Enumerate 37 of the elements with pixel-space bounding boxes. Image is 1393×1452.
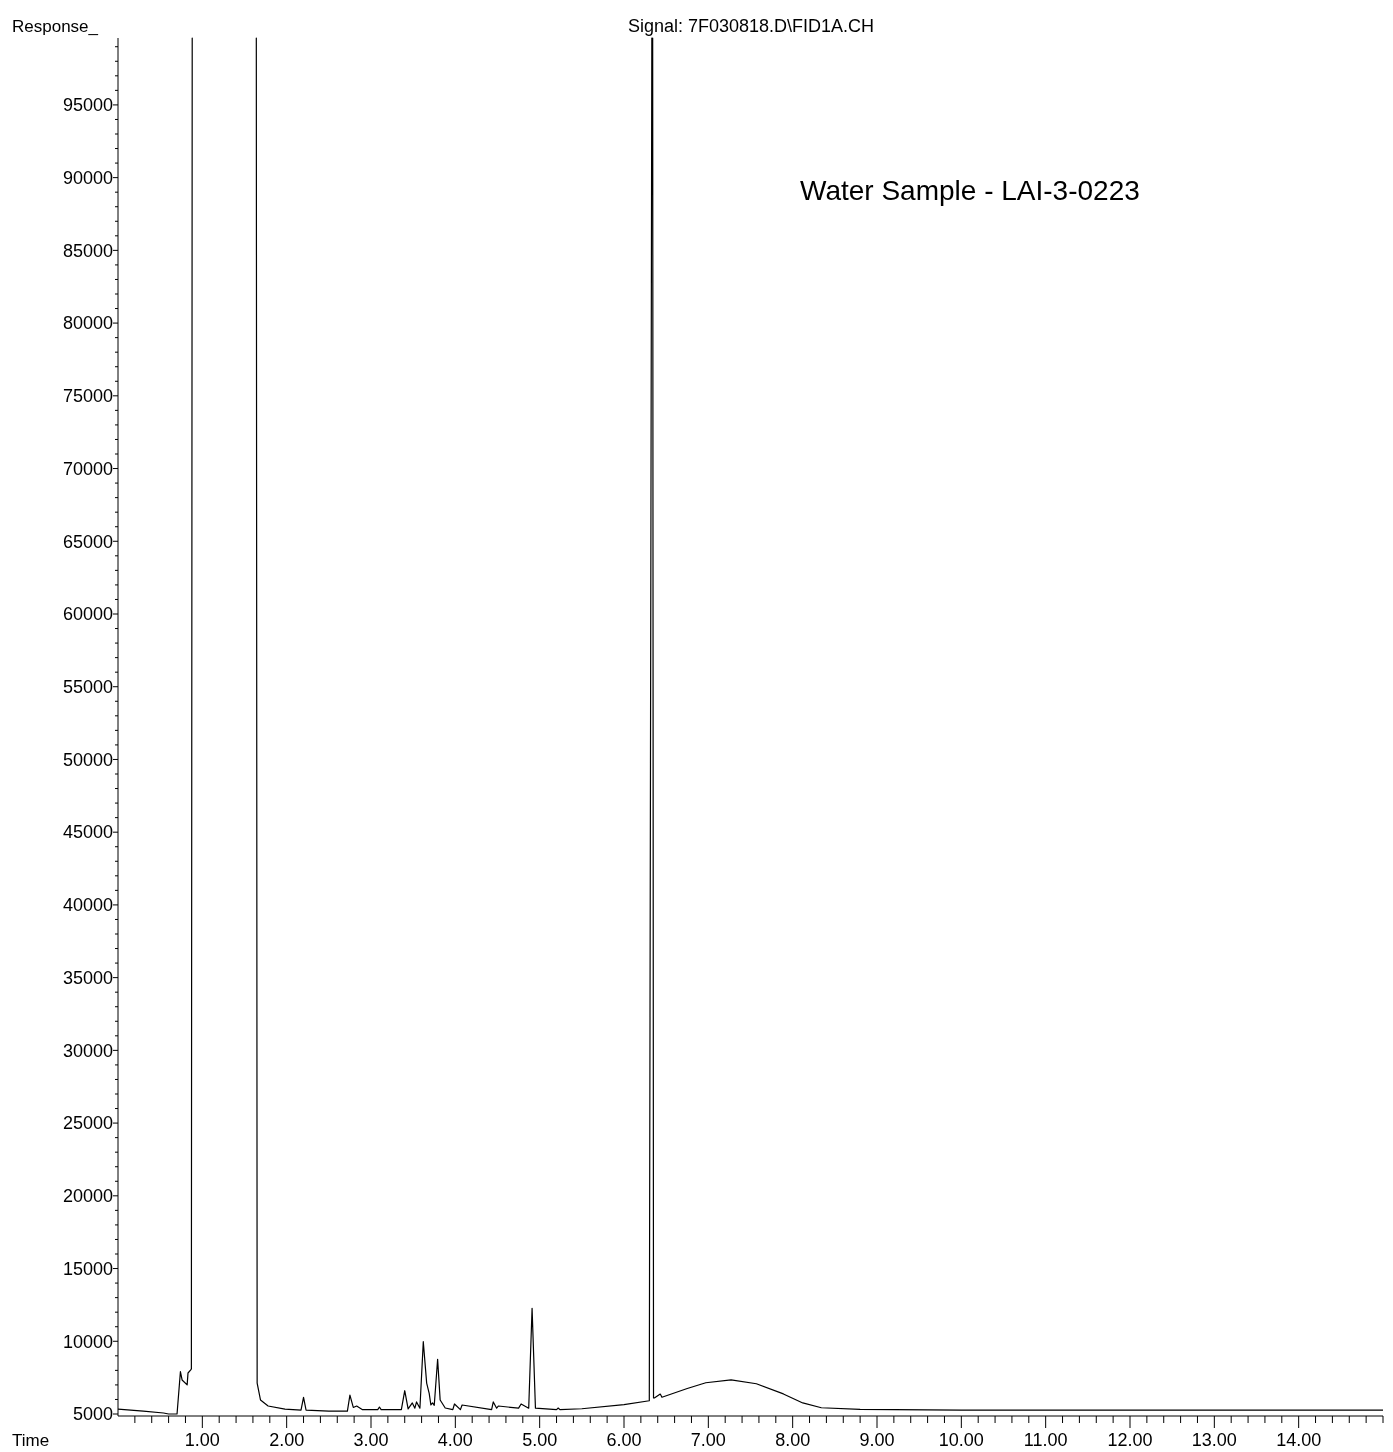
x-tick-label: 7.00	[690, 1430, 726, 1450]
x-tick-label: 4.00	[437, 1430, 473, 1450]
y-tick-label: 85000	[62, 240, 113, 261]
x-tick-label: 6.00	[606, 1430, 642, 1450]
y-tick-label: 95000	[62, 95, 113, 116]
y-tick-label: 50000	[62, 749, 113, 770]
y-tick-label: 90000	[62, 167, 113, 188]
x-tick-label: 9.00	[859, 1430, 895, 1450]
y-tick-label: 55000	[62, 677, 113, 698]
x-tick-label: 5.00	[522, 1430, 558, 1450]
x-axis-title: Time	[12, 1431, 50, 1450]
x-tick-label: 2.00	[269, 1430, 305, 1450]
y-tick-label: 25000	[62, 1113, 113, 1134]
x-tick-label: 11.00	[1023, 1430, 1068, 1450]
chart-title: Signal: 7F030818.D\FID1A.CH	[627, 16, 875, 36]
y-tick-label: 70000	[62, 458, 113, 479]
annotation: Water Sample - LAI-3-0223	[800, 175, 1140, 206]
y-tick-label: 45000	[62, 822, 113, 843]
y-tick-label: 40000	[62, 895, 113, 916]
y-tick-label: 5000	[72, 1404, 113, 1425]
x-tick-label: 12.00	[1107, 1430, 1153, 1450]
x-tick-label: 1.00	[184, 1430, 220, 1450]
y-tick-label: 35000	[62, 967, 113, 988]
x-tick-label: 8.00	[775, 1430, 811, 1450]
y-axis-title: Response_	[12, 17, 99, 36]
y-tick-label: 20000	[62, 1186, 113, 1207]
x-tick-label: 10.00	[938, 1430, 984, 1450]
x-tick-label: 14.00	[1276, 1430, 1322, 1450]
y-tick-label: 15000	[62, 1258, 113, 1279]
y-tick-label: 75000	[62, 386, 113, 407]
y-tick-label: 30000	[62, 1040, 113, 1061]
y-tick-label: 65000	[62, 531, 113, 552]
y-tick-label: 80000	[62, 313, 113, 334]
y-tick-label: 60000	[62, 604, 113, 625]
x-tick-label: 3.00	[353, 1430, 389, 1450]
x-tick-label: 13.00	[1191, 1430, 1237, 1450]
y-tick-label: 10000	[62, 1331, 113, 1352]
